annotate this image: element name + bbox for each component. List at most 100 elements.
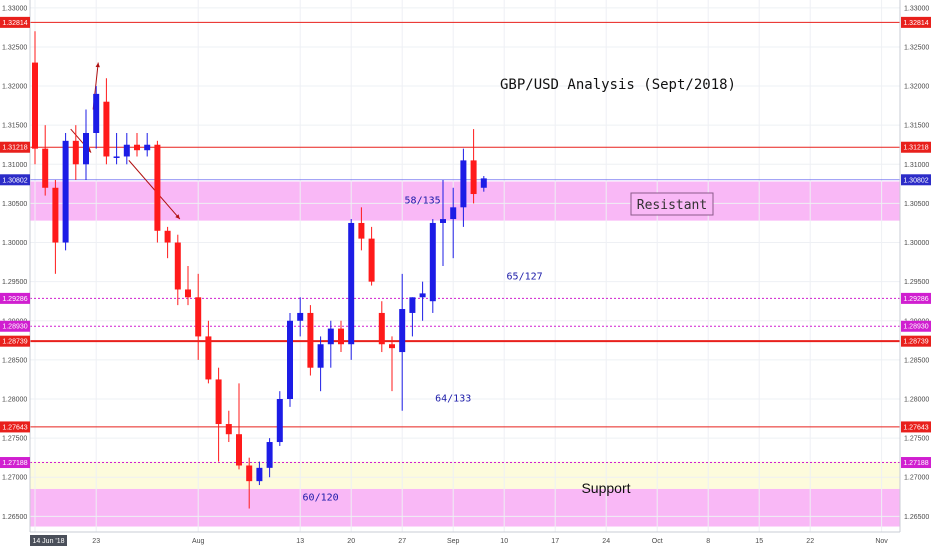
y-tick-label-right: 1.29500 (904, 279, 929, 286)
candle (32, 31, 38, 165)
y-tick-label-right: 1.30000 (904, 240, 929, 247)
candle (297, 297, 304, 337)
price-badge-label: 1.32814 (2, 20, 27, 27)
y-tick-label-left: 1.27500 (2, 436, 27, 443)
y-tick-label-right: 1.28500 (904, 357, 929, 364)
price-badge-label: 1.27643 (2, 424, 27, 431)
y-tick-label-left: 1.32000 (2, 84, 27, 91)
x-tick-label: 20 (347, 538, 355, 545)
y-tick-label-right: 1.32500 (904, 44, 929, 51)
candle (256, 461, 263, 486)
candle (368, 226, 375, 286)
candle-body (164, 230, 171, 243)
trend-arrow-down (128, 160, 181, 220)
price-badge-right: 1.28930 (901, 320, 931, 332)
candle (154, 140, 161, 243)
candle-body (62, 140, 69, 243)
price-badge-bg (901, 421, 931, 433)
price-badge-label: 1.28739 (903, 339, 928, 346)
candle-body (52, 187, 59, 243)
price-badge-bg (0, 320, 30, 332)
candle-body (103, 101, 110, 157)
y-tick-label-left: 1.30000 (2, 240, 27, 247)
y-tick-label-left: 1.28000 (2, 397, 27, 404)
y-tick-label-right: 1.33000 (904, 5, 929, 12)
y-tick-label-left: 1.32500 (2, 44, 27, 51)
price-badge-label: 1.30802 (2, 177, 27, 184)
x-tick-label: 22 (806, 538, 814, 545)
candle (144, 133, 151, 157)
candle-body (42, 148, 49, 188)
x-tick-label: 14 Jun '18 (32, 538, 64, 545)
candle (450, 187, 457, 259)
price-badge-label: 1.28930 (2, 324, 27, 331)
price-badge-left: 1.30802 (0, 174, 30, 186)
candle (195, 273, 202, 360)
x-tick-label: 23 (92, 538, 100, 545)
candle (236, 383, 242, 470)
candle (225, 410, 232, 443)
candle (42, 125, 49, 196)
price-badge-label: 1.32814 (903, 20, 928, 27)
candle-body (93, 93, 100, 133)
candle (72, 125, 79, 180)
y-tick-label-right: 1.31500 (904, 123, 929, 130)
price-badge-bg (0, 141, 30, 153)
price-badge-bg (0, 421, 30, 433)
candle-body (297, 312, 304, 321)
y-tick-label-right: 1.26500 (904, 514, 929, 521)
candle-body (72, 140, 79, 165)
candle-body (134, 144, 140, 151)
price-badge-left: 1.29286 (0, 292, 30, 304)
candle-body (83, 133, 89, 165)
candle-body (246, 465, 253, 482)
candle-body (276, 399, 283, 443)
candle (470, 129, 477, 204)
candle (246, 457, 253, 509)
x-tick-label: 17 (551, 538, 559, 545)
price-badge-bg (901, 174, 931, 186)
candle (93, 86, 100, 149)
candle-body (123, 144, 130, 157)
candle (440, 179, 446, 266)
price-badge-label: 1.31218 (2, 145, 27, 152)
y-tick-label-left: 1.29500 (2, 279, 27, 286)
candle (317, 336, 324, 392)
y-tick-label-left: 1.30500 (2, 201, 27, 208)
candle-body (287, 320, 293, 399)
price-badge-left: 1.28739 (0, 335, 30, 347)
candle-body (429, 222, 436, 302)
price-badge-right: 1.28739 (901, 335, 931, 347)
x-tick-label: Sep (447, 538, 460, 545)
price-badge-label: 1.28930 (903, 324, 928, 331)
price-badge-label: 1.30802 (903, 177, 928, 184)
x-tick-label: Aug (192, 538, 205, 545)
x-tick-label: 24 (602, 538, 610, 545)
support-label: Support (581, 480, 630, 496)
x-tick-label: 13 (296, 538, 304, 545)
candle (103, 78, 110, 165)
candle-body (256, 467, 263, 482)
candle (338, 320, 344, 353)
candle (480, 176, 487, 192)
candle-body (32, 62, 38, 149)
candle (409, 297, 416, 337)
candle-body (348, 222, 355, 345)
candle (378, 301, 385, 353)
candle (215, 367, 222, 462)
candle-count-annotation: 64/133 (435, 393, 471, 404)
price-badge-bg (0, 292, 30, 304)
price-badge-right: 1.29286 (901, 292, 931, 304)
y-tick-label-right: 1.30500 (904, 201, 929, 208)
trend-arrow-down-head (175, 214, 180, 220)
price-badge-bg (0, 335, 30, 347)
candle-count-annotation: 60/120 (303, 493, 339, 504)
candle-body (327, 328, 334, 345)
candle-body (205, 336, 212, 380)
candle (287, 312, 293, 407)
y-tick-label-left: 1.33000 (2, 5, 27, 12)
candle (460, 148, 467, 227)
candle (358, 207, 365, 251)
y-tick-label-left: 1.31500 (2, 123, 27, 130)
